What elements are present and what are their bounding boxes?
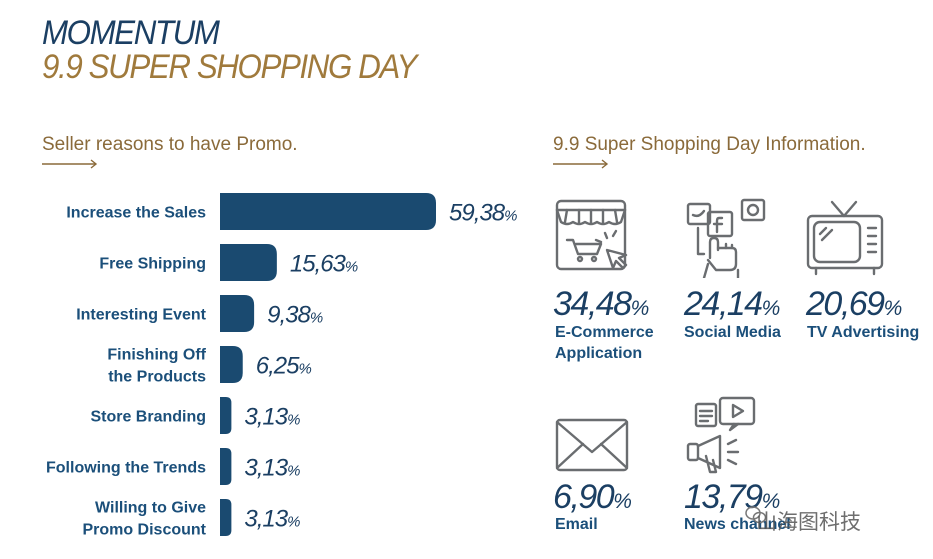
bar	[220, 346, 243, 383]
category-label: Finishing Off	[107, 347, 206, 364]
percent-sign: %	[613, 490, 632, 513]
bar	[220, 499, 232, 536]
social-media-icon	[686, 198, 766, 280]
info-value: 24,14	[684, 285, 763, 323]
envelope-icon	[553, 414, 633, 494]
left-arrow-icon	[42, 159, 98, 169]
value-label: 15,63%	[290, 251, 358, 278]
shop-icon	[553, 198, 633, 278]
value-label: 3,13%	[244, 455, 300, 482]
info-value: 6,90	[553, 478, 615, 516]
percent-sign: %	[630, 297, 650, 320]
page-title-line1: MOMENTUM	[42, 14, 220, 52]
info-label: Application	[555, 345, 643, 362]
value-label: 59,38%	[449, 200, 517, 227]
value-label: 3,13%	[244, 506, 300, 533]
value-label: 3,13%	[244, 404, 300, 431]
bar	[220, 244, 277, 281]
percent-sign: %	[761, 490, 781, 513]
promo-reasons-bar-chart: Increase the Sales 59,38% Free Shipping 15,…	[46, 193, 518, 539]
page-title-line2: 9.9 SUPER SHOPPING DAY	[42, 48, 417, 86]
bar	[220, 397, 232, 434]
percent-sign: %	[883, 297, 903, 320]
percent-sign: %	[761, 297, 781, 320]
info-label: E-Commerce	[555, 324, 654, 341]
info-label: TV Advertising	[807, 324, 920, 341]
category-label: Following the Trends	[46, 460, 206, 477]
category-label: Interesting Event	[76, 307, 206, 324]
info-label: Social Media	[684, 324, 781, 341]
info-value: 20,69	[806, 285, 885, 323]
megaphone-icon	[684, 394, 764, 474]
category-label: Increase the Sales	[66, 205, 206, 222]
info-label: Email	[555, 516, 598, 533]
bar	[220, 193, 436, 230]
category-label: Store Branding	[90, 409, 206, 426]
category-label: Promo Discount	[82, 522, 206, 539]
watermark-text: 山海图科技	[756, 510, 861, 534]
category-label: Free Shipping	[99, 256, 206, 273]
value-label: 9,38%	[267, 302, 323, 329]
value-label: 6,25%	[256, 353, 312, 380]
tv-icon	[806, 198, 886, 278]
right-arrow-icon	[553, 159, 609, 169]
wechat-logo-icon	[745, 506, 767, 524]
left-section-label: Seller reasons to have Promo.	[42, 134, 298, 155]
right-section-label: 9.9 Super Shopping Day Information.	[553, 134, 866, 155]
category-label: Willing to Give	[95, 500, 206, 517]
bar	[220, 295, 255, 332]
category-label: the Products	[108, 369, 206, 386]
bar	[220, 448, 232, 485]
info-value: 34,48	[553, 285, 632, 323]
